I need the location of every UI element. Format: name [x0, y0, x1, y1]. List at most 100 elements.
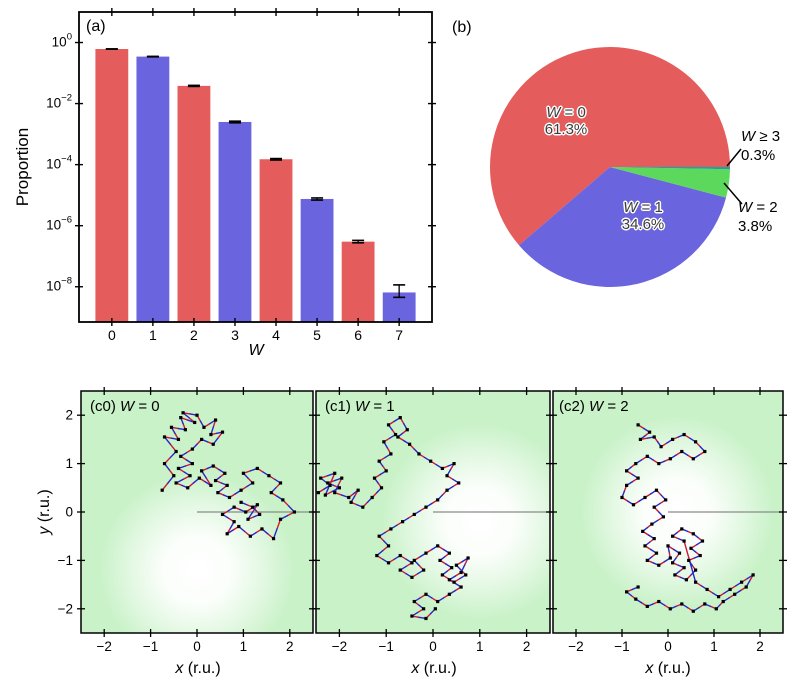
- traj-vertex: [195, 413, 199, 417]
- bar-ytick-exponent: −8: [61, 276, 72, 287]
- traj-vertex: [384, 469, 388, 473]
- traj-vertex: [424, 505, 428, 509]
- traj-vertex: [412, 599, 416, 604]
- traj-xlabel-c2-unit: (r.u.): [653, 659, 691, 677]
- traj-xtick-label: 0: [193, 639, 201, 654]
- traj-xlabel-c2: x (r.u.): [645, 660, 690, 678]
- bar-w6: [341, 241, 375, 322]
- traj-vertex: [657, 563, 661, 567]
- traj-ytick-label: 1: [65, 456, 73, 471]
- traj-vertex: [213, 478, 218, 483]
- traj-vertex: [682, 432, 686, 437]
- traj-vertex: [410, 561, 414, 565]
- traj-vertex: [744, 585, 748, 589]
- traj-vertex: [705, 587, 709, 592]
- bar-w4: [259, 159, 293, 322]
- bar-w1: [136, 56, 170, 323]
- traj-vertex: [691, 457, 695, 461]
- traj-vertex: [223, 471, 227, 475]
- traj-vertex: [255, 466, 259, 471]
- traj-vertex: [386, 561, 391, 565]
- traj-vertex: [216, 491, 220, 495]
- traj-vertex: [691, 532, 695, 536]
- traj-vertex: [694, 440, 698, 444]
- traj-xlabel-c0: x (r.u.): [175, 660, 220, 678]
- traj-vertex: [333, 491, 337, 495]
- traj-vertex: [740, 580, 744, 584]
- traj-vertex: [424, 616, 428, 621]
- panel-c2-rest: = 2: [603, 398, 629, 415]
- traj-vertex: [181, 411, 185, 415]
- pie-label-w1-rest: = 1: [637, 199, 663, 216]
- traj-vertex: [652, 505, 656, 509]
- traj-vertex: [349, 500, 353, 504]
- bar-xtick-label: 1: [149, 327, 157, 343]
- pie-label-w2-pct: 3.8%: [738, 218, 773, 235]
- pie-label-w0-var: W: [546, 104, 561, 121]
- traj-vertex: [382, 440, 386, 444]
- traj-vertex: [652, 537, 656, 541]
- traj-vertex: [466, 556, 470, 560]
- traj-ytick-label: −1: [58, 553, 73, 568]
- panel-c0-title: (c0) W = 0: [90, 398, 160, 415]
- traj-vertex: [436, 599, 440, 604]
- traj-vertex: [459, 585, 463, 589]
- traj-xlabel-c1: x (r.u.): [411, 660, 456, 678]
- traj-vertex: [400, 520, 405, 524]
- traj-panel-c1: −2 −1 0 1 2: [312, 387, 554, 654]
- traj-xtick-label: 1: [476, 639, 484, 654]
- traj-step-red: [276, 518, 282, 530]
- traj-xtick-label: 1: [710, 639, 718, 654]
- traj-vertex: [650, 522, 654, 526]
- traj-vertex: [680, 449, 684, 454]
- traj-vertex: [190, 447, 194, 451]
- bar-ytick-label: 10−2: [46, 93, 72, 111]
- traj-vertex: [408, 442, 412, 446]
- panel-c2-var: W: [589, 398, 604, 415]
- traj-vertex: [193, 420, 197, 425]
- panel-c2-title: (c2) W = 2: [559, 398, 629, 415]
- traj-panel-c2: −2 −1 0 1 2: [549, 387, 787, 654]
- bar-ytick-label: 10−6: [46, 215, 72, 233]
- bar-xtick-label: 5: [313, 327, 321, 343]
- traj-vertex: [220, 512, 225, 517]
- traj-vertex: [241, 471, 245, 475]
- pie-label-w1: W = 1 34.6%: [622, 199, 665, 233]
- traj-ytick-label: −2: [58, 601, 73, 616]
- traj-vertex: [657, 599, 661, 604]
- traj-vertex: [225, 532, 229, 536]
- traj-vertex: [751, 573, 755, 577]
- traj-ylabel-unit: (r.u.): [35, 489, 53, 527]
- traj-vertex: [179, 416, 183, 420]
- traj-vertex: [232, 520, 236, 524]
- traj-xtick-label: −2: [96, 639, 111, 654]
- traj-xlabel-c1-unit: (r.u.): [419, 659, 457, 677]
- traj-vertex: [319, 476, 323, 480]
- traj-vertex: [654, 488, 659, 492]
- traj-vertex: [440, 466, 444, 471]
- pie-label-w1-var: W: [623, 199, 638, 216]
- traj-vertex: [668, 556, 672, 560]
- traj-vertex: [316, 491, 320, 495]
- traj-step-blue: [689, 560, 697, 583]
- traj-vertex: [636, 476, 640, 480]
- traj-vertex: [281, 498, 285, 502]
- traj-vertex: [251, 505, 255, 509]
- pie-label-w0: W = 0 61.3%: [545, 104, 588, 138]
- traj-vertex: [412, 558, 416, 562]
- bar-ytick-exponent: 0: [67, 32, 72, 43]
- panel-c1-prefix: (c1): [325, 398, 351, 415]
- traj-vertex: [648, 430, 652, 434]
- traj-vertex: [671, 561, 675, 565]
- pie-label-w2-rest: = 2: [752, 199, 778, 216]
- traj-ytick-label: 2: [65, 408, 73, 423]
- traj-vertex: [186, 486, 190, 490]
- traj-vertex: [393, 432, 398, 437]
- traj-vertex: [684, 578, 688, 582]
- traj-vertex: [625, 469, 629, 473]
- traj-xtick-label: 1: [240, 639, 248, 654]
- traj-ylabel-var: y: [35, 526, 53, 535]
- traj-vertex: [645, 604, 649, 608]
- traj-step-red: [683, 540, 691, 563]
